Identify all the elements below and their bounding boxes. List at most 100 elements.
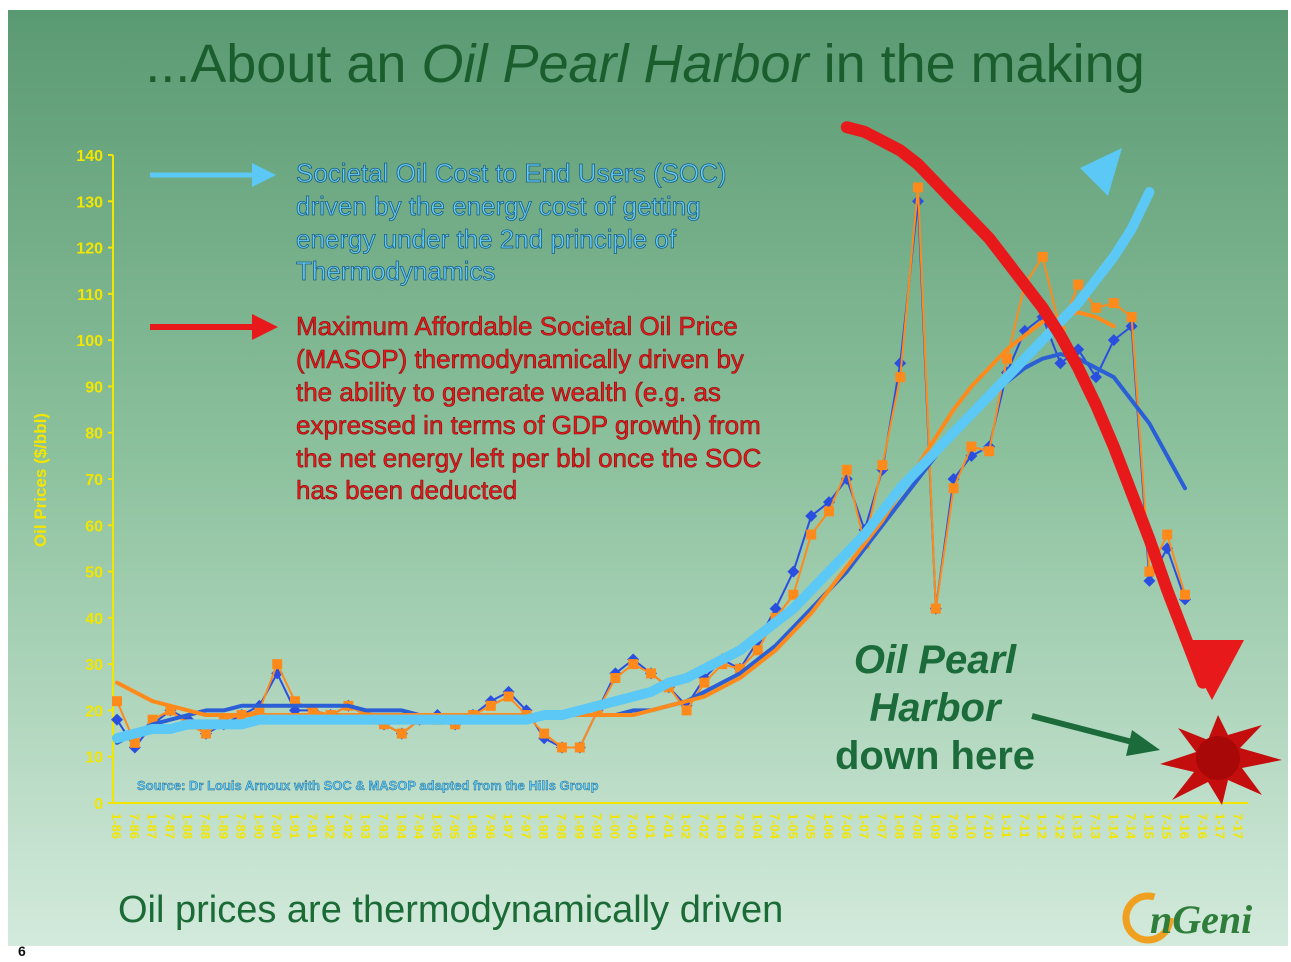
square-marker <box>931 604 941 614</box>
y-tick-label: 40 <box>85 611 103 628</box>
note-line: Societal Oil Cost to End Users (SOC) <box>296 158 727 188</box>
x-tick-label: 1-01 <box>643 813 658 839</box>
y-tick-label: 130 <box>76 194 103 211</box>
square-marker <box>842 465 852 475</box>
x-tick-label: 7-99 <box>590 813 605 839</box>
x-tick-label: 7-98 <box>554 813 569 839</box>
x-tick-label: 1-16 <box>1177 813 1192 839</box>
square-marker <box>112 696 122 706</box>
slide-subtitle: Oil prices are thermodynamically driven <box>118 889 783 931</box>
square-marker <box>646 668 656 678</box>
y-tick-label: 90 <box>85 379 103 396</box>
x-tick-label: 1-99 <box>572 813 587 839</box>
square-marker <box>984 446 994 456</box>
x-tick-label: 7-05 <box>803 813 818 839</box>
x-tick-label: 1-05 <box>785 813 800 839</box>
note-line: (MASOP) thermodynamically driven by <box>296 344 744 374</box>
x-tick-label: 1-09 <box>928 813 943 839</box>
square-marker <box>1127 312 1137 322</box>
square-marker <box>1180 590 1190 600</box>
square-marker <box>575 742 585 752</box>
x-tick-label: 7-96 <box>483 813 498 839</box>
source-note: Source: Dr Louis Arnoux with SOC & MASOP… <box>137 778 599 793</box>
square-marker <box>913 182 923 192</box>
y-tick-label: 30 <box>85 657 103 674</box>
x-tick-label: 7-01 <box>661 813 676 839</box>
x-tick-label: 7-12 <box>1052 813 1067 839</box>
x-tick-label: 7-09 <box>946 813 961 839</box>
x-tick-label: 1-10 <box>963 813 978 839</box>
x-tick-label: 1-14 <box>1106 813 1121 840</box>
y-tick-label: 0 <box>94 796 103 813</box>
y-tick-label: 10 <box>85 750 103 767</box>
x-tick-label: 1-96 <box>465 813 480 839</box>
x-tick-label: 1-12 <box>1035 813 1050 839</box>
x-tick-label: 1-91 <box>287 813 302 839</box>
note-line: Maximum Affordable Societal Oil Price <box>296 311 738 341</box>
note-line: energy under the 2nd principle of <box>296 224 677 254</box>
x-tick-label: 1-86 <box>109 813 124 839</box>
x-tick-label: 1-00 <box>607 813 622 839</box>
square-marker <box>272 659 282 669</box>
x-tick-label: 1-89 <box>216 813 231 839</box>
x-tick-label: 1-92 <box>323 813 338 839</box>
x-tick-label: 1-02 <box>679 813 694 839</box>
x-tick-label: 1-08 <box>892 813 907 839</box>
x-tick-label: 1-07 <box>857 813 872 839</box>
note-line: driven by the energy cost of getting <box>296 191 701 221</box>
x-tick-label: 7-95 <box>447 813 462 839</box>
note-line: expressed in terms of GDP growth) from <box>296 410 761 440</box>
title-part: in the making <box>809 34 1145 94</box>
square-marker <box>1073 280 1083 290</box>
x-tick-label: 7-97 <box>518 813 533 839</box>
x-tick-label: 7-04 <box>768 813 783 840</box>
slide: ...About an Oil Pearl Harbor in the maki… <box>0 0 1291 962</box>
note-line: down here <box>835 734 1035 778</box>
y-axis-label: Oil Prices ($/bbl) <box>31 413 50 547</box>
x-tick-label: 7-94 <box>412 813 427 840</box>
y-tick-label: 120 <box>76 241 103 258</box>
x-tick-label: 7-10 <box>981 813 996 839</box>
x-tick-label: 1-06 <box>821 813 836 839</box>
explosion-core <box>1196 736 1240 780</box>
y-tick-label: 140 <box>76 148 103 165</box>
y-tick-label: 70 <box>85 472 103 489</box>
square-marker <box>1162 530 1172 540</box>
y-tick-label: 80 <box>85 426 103 443</box>
square-marker <box>201 729 211 739</box>
square-marker <box>397 729 407 739</box>
y-tick-label: 60 <box>85 518 103 535</box>
x-tick-label: 7-87 <box>162 813 177 839</box>
y-tick-label: 50 <box>85 565 103 582</box>
x-tick-label: 7-08 <box>910 813 925 839</box>
x-tick-label: 7-15 <box>1159 813 1174 839</box>
x-tick-label: 7-06 <box>839 813 854 839</box>
square-marker <box>895 372 905 382</box>
x-tick-label: 7-11 <box>1017 813 1032 838</box>
x-tick-label: 1-88 <box>180 813 195 839</box>
x-tick-label: 1-03 <box>714 813 729 839</box>
note-line: the net energy left per bbl once the SOC <box>296 443 761 473</box>
title-part: Oil Pearl Harbor <box>421 34 810 94</box>
x-tick-label: 7-03 <box>732 813 747 839</box>
x-tick-label: 1-13 <box>1070 813 1085 839</box>
x-tick-label: 7-17 <box>1230 813 1245 839</box>
x-tick-label: 1-94 <box>394 813 409 840</box>
x-tick-label: 1-93 <box>358 813 373 839</box>
x-tick-label: 1-04 <box>750 813 765 840</box>
square-marker <box>753 645 763 655</box>
x-tick-label: 7-90 <box>269 813 284 839</box>
square-marker <box>539 729 549 739</box>
square-marker <box>949 483 959 493</box>
square-marker <box>557 742 567 752</box>
x-tick-label: 1-17 <box>1213 813 1228 839</box>
title-part: ...About an <box>145 34 421 94</box>
x-tick-label: 7-92 <box>340 813 355 839</box>
square-marker <box>699 678 709 688</box>
x-tick-label: 7-93 <box>376 813 391 839</box>
x-tick-label: 7-88 <box>198 813 213 839</box>
x-tick-label: 7-91 <box>305 813 320 839</box>
page-number: 6 <box>18 943 26 959</box>
note-line: Harbor <box>869 686 1003 730</box>
x-tick-label: 7-02 <box>696 813 711 839</box>
